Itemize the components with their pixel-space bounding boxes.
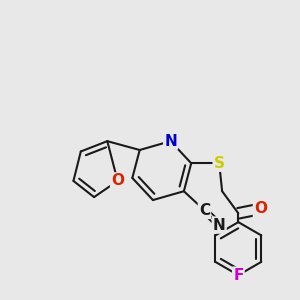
Text: S: S [214, 156, 225, 171]
Text: C: C [199, 203, 210, 218]
Text: N: N [164, 134, 177, 149]
Text: N: N [213, 218, 226, 232]
Text: O: O [111, 173, 124, 188]
Text: F: F [233, 268, 244, 283]
Text: O: O [254, 201, 267, 216]
